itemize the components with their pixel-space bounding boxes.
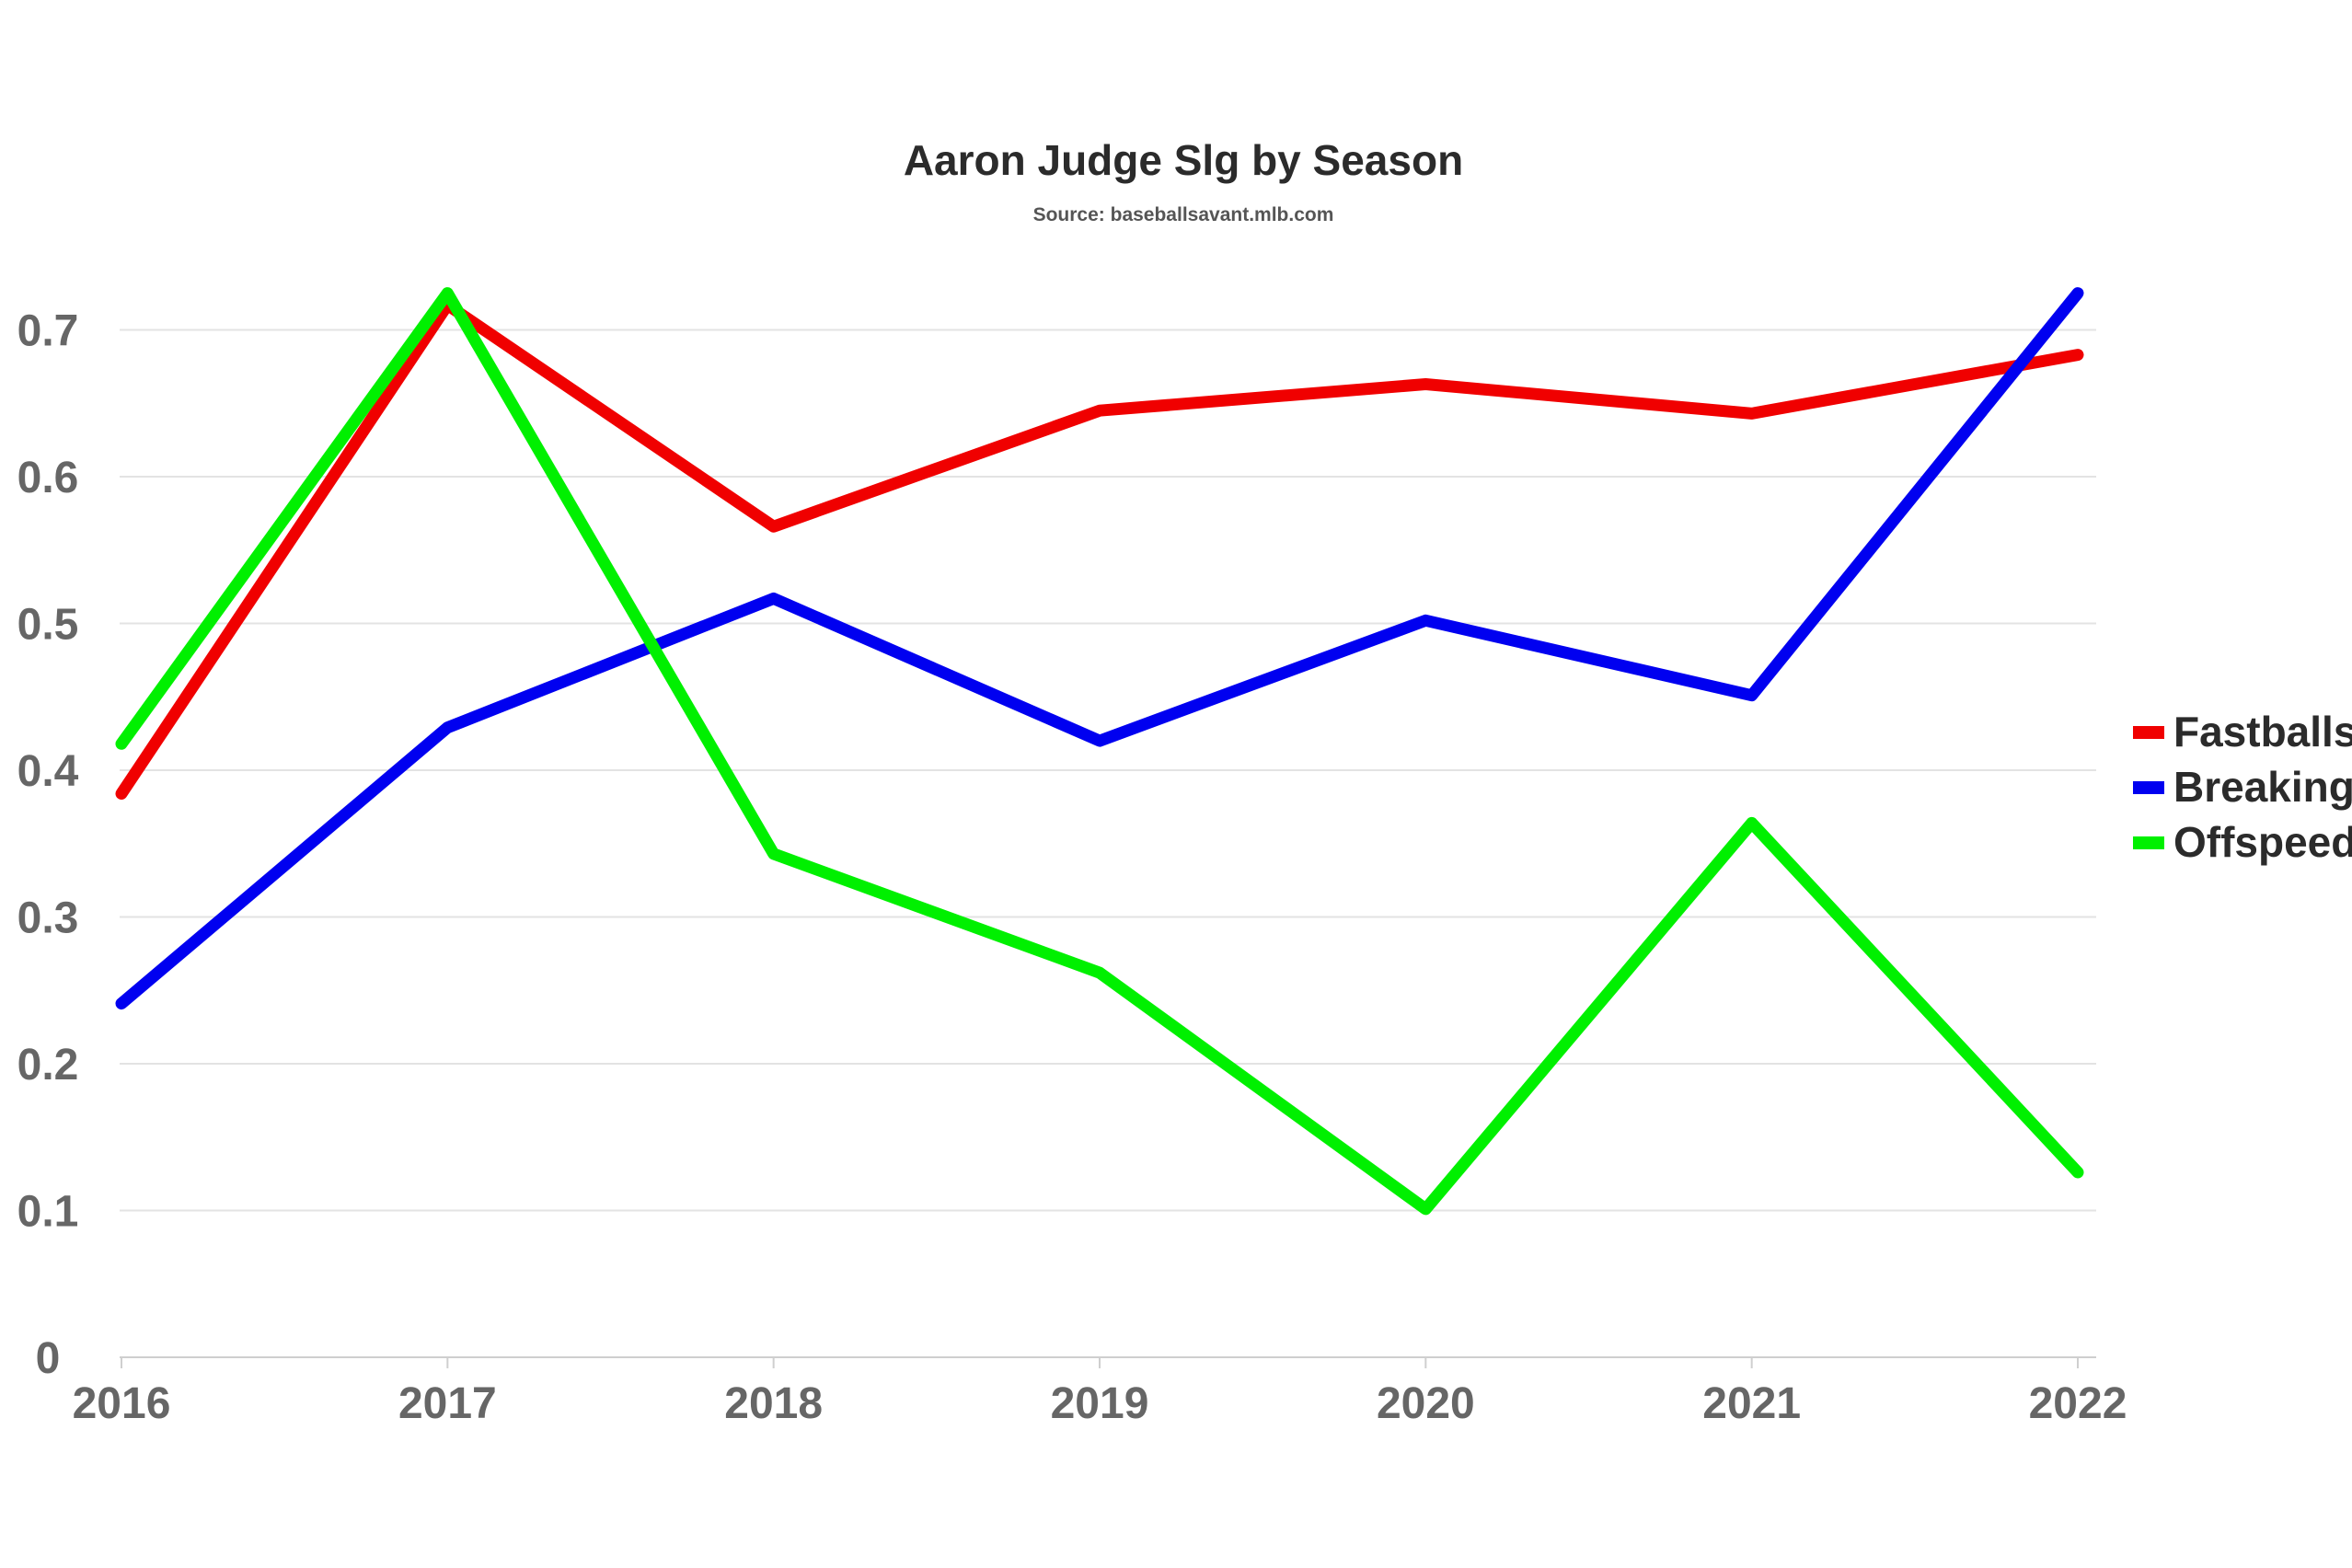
chart-subtitle: Source: baseballsavant.mlb.com	[1033, 204, 1334, 225]
legend-swatch	[2133, 726, 2164, 739]
x-tick-label: 2018	[724, 1379, 823, 1428]
series-line-fastballs	[115, 298, 2084, 800]
gridlines	[120, 329, 2096, 1358]
series-lines	[115, 287, 2084, 1216]
legend-label: Breaking	[2173, 763, 2352, 811]
series-line-offspeed	[115, 287, 2084, 1216]
y-tick-label: 0	[36, 1334, 61, 1383]
y-tick-label: 0.7	[17, 307, 79, 356]
x-tick-label: 2019	[1051, 1379, 1149, 1428]
y-tick-label: 0.3	[17, 894, 79, 943]
y-tick-label: 0.2	[17, 1041, 79, 1090]
x-tick-label: 2017	[398, 1379, 497, 1428]
legend-label: Offspeed	[2173, 818, 2352, 866]
y-axis-ticks: 0 0.1 0.2 0.3 0.4 0.5 0.6 0.7	[17, 307, 79, 1384]
chart-title: Aaron Judge Slg by Season	[904, 136, 1463, 184]
legend-swatch	[2133, 781, 2164, 794]
y-tick-label: 0.5	[17, 601, 79, 650]
x-tick-label: 2021	[1702, 1379, 1801, 1428]
y-tick-label: 0.4	[17, 747, 79, 796]
legend: Fastballs Breaking Offspeed	[2133, 708, 2352, 866]
x-axis-ticks: 2016 2017 2018 2019 2020 2021 2022	[73, 1357, 2127, 1428]
y-tick-label: 0.6	[17, 454, 79, 502]
y-tick-label: 0.1	[17, 1188, 79, 1237]
x-tick-label: 2016	[73, 1379, 171, 1428]
x-tick-label: 2020	[1377, 1379, 1475, 1428]
x-tick-label: 2022	[2029, 1379, 2127, 1428]
legend-label: Fastballs	[2173, 708, 2352, 755]
legend-swatch	[2133, 836, 2164, 849]
series-line-breaking	[115, 287, 2084, 1010]
